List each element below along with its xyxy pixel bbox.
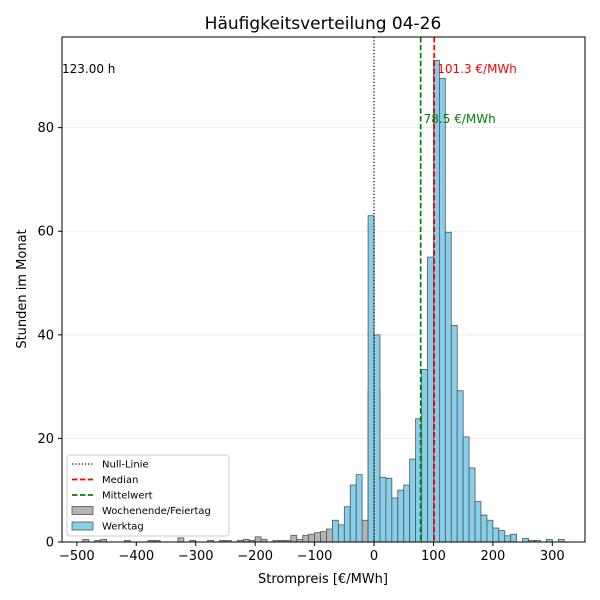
x-tick-label: −500: [59, 549, 95, 564]
bar-workday: [409, 458, 417, 543]
x-axis-label: Strompreis [€/MWh]: [258, 572, 388, 587]
median-label: 101.3 €/MWh: [437, 62, 517, 76]
total-hours-annotation: 123.00 h: [62, 62, 115, 76]
legend: Null-Linie Median Mittelwert Wochenende/Fei…: [66, 454, 230, 537]
bar-workday: [480, 514, 488, 543]
legend-box: [66, 454, 230, 537]
bar-workday: [403, 484, 411, 543]
bar-workday: [456, 390, 464, 543]
bar-workday: [332, 519, 339, 543]
bar-weekend-holiday: [254, 536, 262, 543]
x-tick-label: 300: [540, 549, 565, 564]
x-tick-label: 100: [421, 549, 446, 564]
bar-workday: [421, 369, 428, 543]
y-tick-label: 20: [37, 432, 54, 447]
bar-workday: [438, 78, 446, 543]
legend-entry-label: Mittelwert: [102, 491, 153, 502]
x-tick-label: −100: [297, 549, 333, 564]
bar-workday: [474, 501, 482, 543]
legend-entry-label: Median: [102, 475, 138, 486]
legend-patch-swatch: [71, 521, 94, 531]
legend-patch-swatch: [71, 506, 94, 515]
bar-workday: [337, 524, 345, 543]
bar-workday: [492, 527, 500, 543]
bar-weekend-holiday: [314, 532, 321, 543]
bar-weekend-holiday: [290, 534, 298, 543]
grid-lines: [62, 127, 585, 439]
reference-line-labels: 101.3 €/MWh 78.5 €/MWh: [424, 62, 517, 126]
bar-weekend-holiday: [320, 531, 327, 543]
bar-workday: [468, 467, 476, 543]
bar-workday: [510, 533, 518, 543]
bar-workday: [486, 519, 494, 543]
y-axis-label: Stunden im Monat: [15, 229, 30, 348]
bar-workday: [343, 506, 351, 543]
axes-frame: [61, 36, 586, 543]
bar-workday: [504, 535, 512, 543]
bar-weekend-holiday: [326, 528, 333, 543]
bar-workday: [373, 334, 381, 543]
bar-workday: [379, 476, 387, 543]
bar-weekend-holiday: [361, 519, 369, 543]
y-tick-label: 0: [46, 536, 54, 551]
x-tick-label: 200: [480, 549, 505, 564]
reference-lines: [373, 37, 436, 542]
legend-entry-label: Werktag: [102, 522, 144, 533]
bar-workday: [498, 530, 506, 543]
bar-weekend-holiday: [308, 533, 315, 543]
bar-workday: [444, 231, 452, 543]
x-tick-label: 0: [370, 549, 378, 564]
legend-entry-label: Null-Linie: [102, 460, 149, 471]
x-tick-label: −300: [178, 549, 214, 564]
mean-label: 78.5 €/MWh: [424, 112, 496, 126]
bar-workday: [385, 477, 393, 543]
bar-workday: [349, 484, 357, 543]
bar-workday: [462, 436, 470, 543]
legend-entry-label: Wochenende/Feiertag: [102, 506, 211, 517]
bar-workday: [355, 474, 363, 543]
y-tick-label: 40: [37, 328, 54, 343]
bar-workday: [391, 497, 399, 543]
bar-workday: [367, 215, 375, 543]
bar-weekend-holiday: [302, 534, 310, 543]
x-tick-label: −400: [118, 549, 154, 564]
bar-workday: [427, 256, 434, 543]
bar-weekend-holiday: [177, 537, 185, 543]
y-tick-label: 60: [37, 225, 54, 240]
axis-ticks: −500 −400 −300 −200 −100 0 100 200 300 0 20 40 60 80: [37, 121, 564, 564]
x-tick-label: −200: [237, 549, 273, 564]
y-tick-label: 80: [37, 121, 54, 136]
bar-workday: [522, 537, 529, 543]
bar-workday: [397, 489, 405, 543]
bar-workday: [450, 325, 458, 543]
chart-title: Häufigkeitsverteilung 04-26: [205, 14, 442, 34]
